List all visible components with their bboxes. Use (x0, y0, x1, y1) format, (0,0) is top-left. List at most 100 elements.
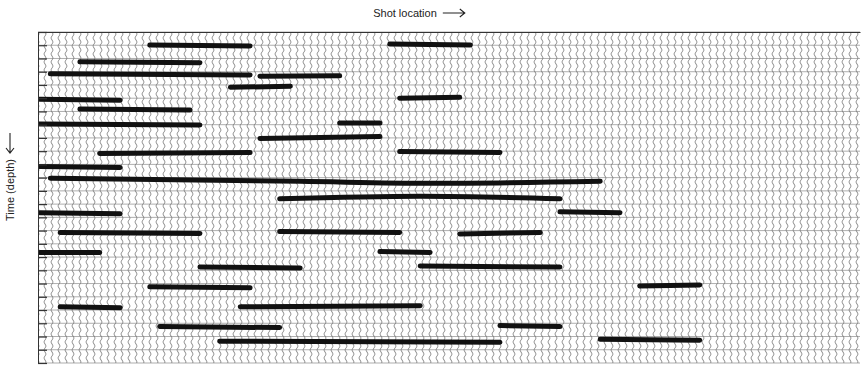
tick-mark (38, 310, 47, 311)
grid-line (38, 283, 860, 284)
tick-mark (38, 178, 47, 179)
tick-mark (38, 151, 47, 152)
grid-line (38, 310, 860, 311)
reflector (50, 74, 250, 75)
y-tick (38, 85, 47, 86)
tick-mark (38, 244, 47, 245)
reflector (230, 84, 290, 90)
reflector (420, 264, 560, 270)
tick-mark (38, 72, 47, 73)
tick-mark (38, 58, 47, 59)
grid-line (38, 32, 860, 33)
reflector (500, 323, 560, 329)
y-tick (38, 45, 47, 46)
grid-line (38, 270, 860, 271)
reflector (40, 122, 200, 128)
tick-mark (38, 336, 47, 337)
y-tick (38, 72, 47, 73)
y-axis-line (38, 33, 39, 364)
y-axis (38, 33, 47, 364)
y-arrow (6, 133, 14, 153)
reflector (460, 233, 541, 234)
reflector (40, 164, 121, 170)
y-tick (38, 284, 47, 285)
tick-mark (38, 32, 47, 33)
y-tick (38, 310, 47, 311)
y-tick (38, 337, 47, 338)
reflector (150, 42, 250, 48)
reflector (390, 41, 471, 47)
grid-line (38, 98, 860, 99)
tick-mark (38, 257, 47, 258)
reflector (400, 149, 500, 155)
reflector (40, 210, 121, 216)
grid-line (38, 363, 860, 364)
reflector (380, 249, 430, 255)
reflector (220, 339, 500, 345)
grid-line (38, 323, 860, 324)
y-tick (38, 363, 47, 364)
tick-mark (38, 98, 47, 99)
y-tick (38, 244, 47, 245)
reflector (60, 230, 200, 236)
grid-line (38, 137, 860, 138)
grid-line (38, 164, 860, 165)
reflector (640, 282, 700, 288)
reflector (80, 59, 200, 65)
y-tick (38, 111, 47, 112)
reflector (40, 250, 100, 255)
reflector (260, 137, 380, 139)
y-tick (38, 58, 47, 59)
trace-texture (38, 32, 860, 363)
reflector (40, 97, 121, 103)
tick-mark (38, 204, 47, 205)
y-tick (38, 138, 47, 139)
reflector (50, 178, 600, 183)
y-tick (38, 151, 47, 152)
grid-line (38, 45, 860, 46)
y-tick (38, 297, 47, 298)
tick-mark (38, 217, 47, 218)
y-tick (38, 32, 47, 33)
reflector (400, 95, 460, 101)
reflector (80, 107, 190, 113)
grid-line (38, 190, 860, 191)
y-tick (38, 204, 47, 205)
x-arrow (443, 9, 465, 17)
reflector (150, 284, 250, 290)
tick-mark (38, 297, 47, 298)
grid-line (38, 58, 860, 59)
tick-mark (38, 323, 47, 324)
tick-mark (38, 111, 47, 112)
y-tick (38, 178, 47, 179)
tick-mark (38, 45, 47, 46)
grid-line (38, 204, 860, 205)
y-tick (38, 125, 47, 126)
reflector (200, 265, 300, 271)
tick-mark (38, 350, 47, 351)
grid-line (38, 349, 860, 350)
x-axis-title: Shot location (373, 7, 437, 19)
reflector (560, 209, 620, 215)
tick-mark (38, 363, 47, 364)
tick-mark (38, 138, 47, 139)
grid-line (38, 257, 860, 258)
y-tick (38, 191, 47, 192)
reflector (60, 304, 120, 310)
reflector (240, 303, 420, 309)
y-tick (38, 350, 47, 351)
tick-mark (38, 270, 47, 271)
tick-mark (38, 231, 47, 232)
grid-line (38, 124, 860, 125)
y-tick (38, 98, 47, 99)
grid-line (38, 296, 860, 297)
reflector (280, 196, 560, 199)
y-axis-title: Time (depth) (4, 159, 16, 221)
reflector (340, 121, 380, 126)
y-tick (38, 270, 47, 271)
tick-mark (38, 125, 47, 126)
grid-line (38, 217, 860, 218)
y-tick (38, 217, 47, 218)
grid-line (38, 243, 860, 244)
grid-line (38, 336, 860, 337)
